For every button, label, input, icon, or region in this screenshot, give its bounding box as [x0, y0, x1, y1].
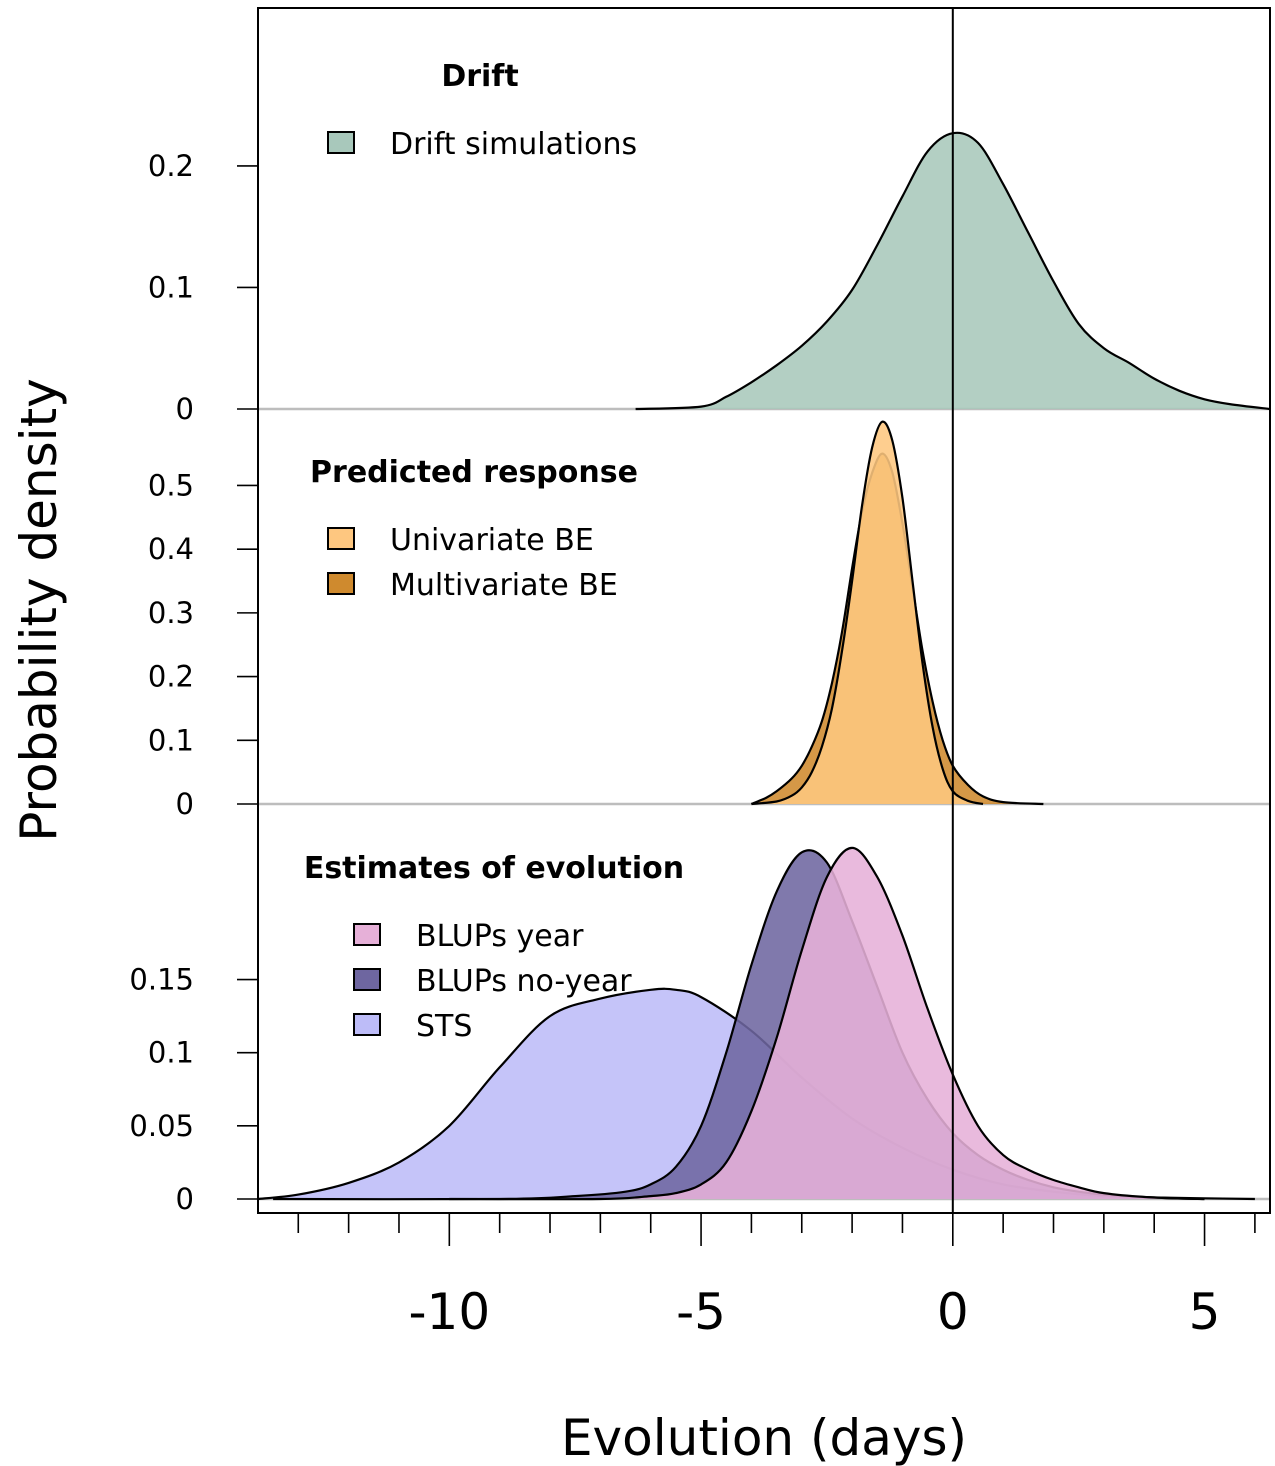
- x-tick-label: -10: [408, 1283, 490, 1341]
- plot-frame: [257, 7, 1271, 1214]
- x-tick-label: 0: [937, 1283, 969, 1341]
- density-line-blups-year: [449, 846, 1205, 1201]
- x-tick-label: 5: [1189, 1283, 1221, 1341]
- x-axis: -10 -5 0 5: [297, 1213, 1256, 1341]
- y-axis-title: Probability density: [10, 378, 68, 842]
- legend-title: Predicted response: [310, 455, 638, 490]
- legend-label: Univariate BE: [390, 523, 594, 558]
- y-tick-label: 0.05: [129, 1109, 194, 1143]
- legend-swatch: [353, 1013, 381, 1036]
- y-tick-label: 0.4: [148, 532, 194, 566]
- x-tick-label: -5: [676, 1283, 726, 1341]
- density-fill-univariate-be: [751, 421, 983, 804]
- y-tick-label: 0.15: [129, 963, 194, 997]
- density-fill-blups-no-year: [273, 850, 1205, 1200]
- y-tick-label: 0.1: [148, 1036, 194, 1070]
- y-tick-label: 0.2: [148, 149, 194, 183]
- density-line-drift-simulations: [635, 131, 1271, 411]
- legend-label: Drift simulations: [390, 127, 637, 162]
- panel-3: 0 0.05 0.1 0.15 Estimates of evolution BLUPs …: [129, 846, 1270, 1216]
- legend-swatch: [327, 572, 355, 595]
- y-tick-label: 0: [176, 392, 194, 426]
- y-tick-label: 0.1: [148, 723, 194, 757]
- y-tick-label: 0.5: [148, 468, 194, 502]
- legend-label: BLUPs year: [416, 919, 584, 954]
- legend-swatch: [353, 923, 381, 946]
- y-tick-label: 0: [176, 1182, 194, 1216]
- legend-label: BLUPs no-year: [416, 964, 632, 999]
- density-fill-blups-year: [449, 847, 1205, 1200]
- density-line-univariate-be: [751, 420, 984, 806]
- legend-title: Estimates of evolution: [304, 851, 684, 886]
- legend-swatch: [327, 527, 355, 550]
- legend-title: Drift: [441, 59, 518, 94]
- y-tick-label: 0: [176, 787, 194, 821]
- legend-swatch: [353, 968, 381, 991]
- y-tick-label: 0.1: [148, 270, 194, 304]
- legend-label: Multivariate BE: [390, 568, 618, 603]
- legend-label: STS: [416, 1009, 472, 1044]
- legend-swatch: [327, 131, 355, 154]
- y-tick-label: 0.2: [148, 660, 194, 694]
- y-tick-label: 0.3: [148, 596, 194, 630]
- panel-2: 0 0.1 0.2 0.3 0.4 0.5 Predicted response Univar…: [148, 420, 1270, 821]
- x-axis-title: Evolution (days): [561, 1409, 967, 1466]
